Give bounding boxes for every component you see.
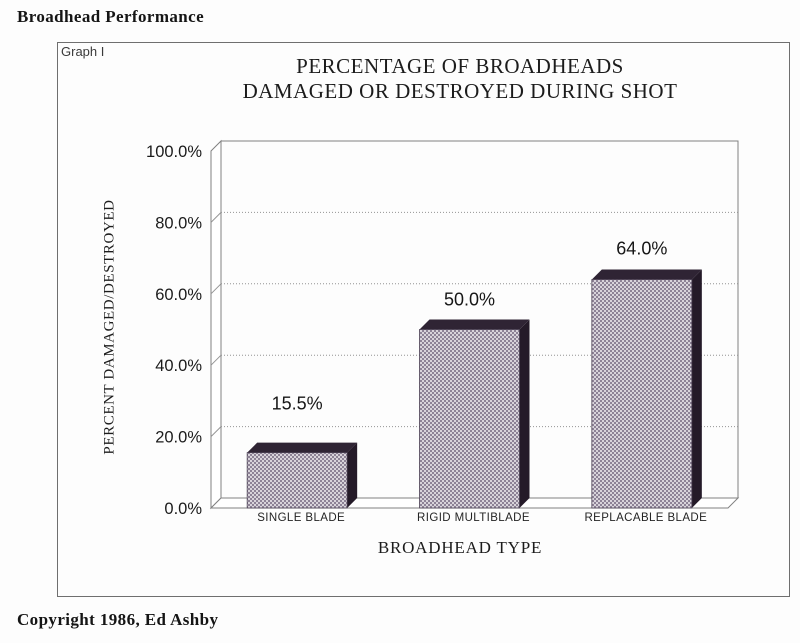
y-tick-label: 100.0%: [146, 143, 202, 161]
bar-top-face: [419, 319, 530, 330]
bar-side-face: [347, 442, 358, 508]
x-axis-title: BROADHEAD TYPE: [377, 538, 543, 557]
bar-side-face: [519, 319, 530, 508]
y-tick-label: 40.0%: [155, 357, 202, 375]
bar-value-label: 64.0%: [616, 239, 667, 259]
bar: [591, 279, 693, 509]
bar-top-face: [591, 269, 702, 280]
y-tick-label: 20.0%: [155, 429, 202, 447]
copyright-text: Copyright 1986, Ed Ashby: [17, 610, 219, 629]
graph-label: Graph I: [61, 44, 105, 59]
category-label: RIGID MULTIBLADE: [417, 512, 530, 524]
chart-title: PERCENTAGE OF BROADHEADS DAMAGED OR DEST…: [210, 54, 710, 104]
gridline-wall-tick: [210, 212, 222, 223]
bar-value-label: 15.5%: [272, 394, 323, 414]
gridline-wall-tick: [210, 426, 222, 437]
bar-side-face: [691, 269, 702, 508]
category-label: SINGLE BLADE: [257, 512, 345, 524]
page-title: Broadhead Performance: [17, 7, 205, 26]
y-tick-label: 60.0%: [155, 286, 202, 304]
chart-title-line1: PERCENTAGE OF BROADHEADS: [296, 54, 624, 78]
gridline-wall-tick: [210, 283, 222, 295]
bar: [419, 329, 520, 509]
y-tick-label: 80.0%: [155, 214, 202, 232]
left-wall: [210, 139, 222, 510]
chart-title-line2: DAMAGED OR DESTROYED DURING SHOT: [242, 79, 678, 103]
gridline-wall-tick: [210, 354, 222, 366]
bar-top-face: [247, 442, 358, 453]
bar: [246, 452, 348, 509]
y-tick-label: 0.0%: [164, 500, 202, 518]
graph-frame: [57, 42, 790, 597]
category-label: REPLACABLE BLADE: [584, 512, 707, 524]
chart-3d-group: 0.0% 20.0% 40.0% 60.0% 80.0% 100.0% 15.5% SINGL…: [146, 139, 740, 524]
bar-value-label: 50.0%: [444, 290, 495, 310]
